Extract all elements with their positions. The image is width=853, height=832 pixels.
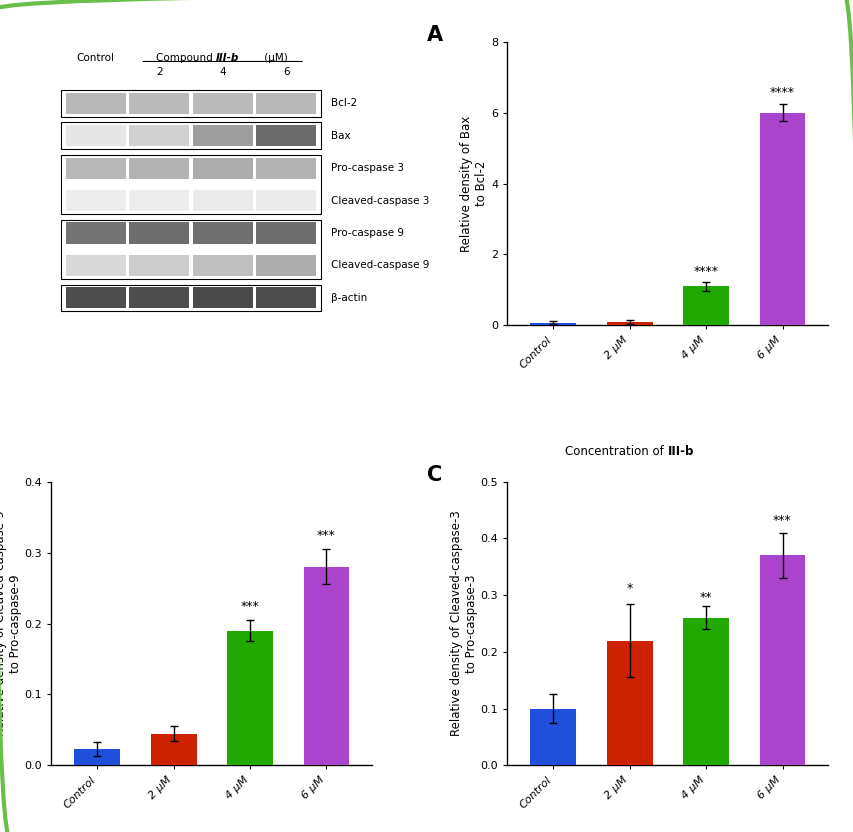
Bar <box>758 112 804 325</box>
Bar <box>606 641 652 765</box>
Bar <box>61 285 321 311</box>
Text: 6: 6 <box>282 67 289 77</box>
Text: Bcl-2: Bcl-2 <box>330 98 357 108</box>
Bar <box>192 92 252 114</box>
Text: Compound: Compound <box>156 53 216 63</box>
Bar <box>150 734 196 765</box>
Bar <box>66 190 125 211</box>
Y-axis label: Relative density of Cleaved-caspase-9
to Pro-caspase-9: Relative density of Cleaved-caspase-9 to… <box>0 511 21 736</box>
Bar <box>66 157 125 179</box>
Bar <box>256 190 316 211</box>
Y-axis label: Relative density of Bax
to Bcl-2: Relative density of Bax to Bcl-2 <box>460 116 488 251</box>
Text: Pro-caspase 9: Pro-caspase 9 <box>330 228 403 238</box>
Text: Cleaved-caspase 9: Cleaved-caspase 9 <box>330 260 428 270</box>
Text: Pro-caspase 3: Pro-caspase 3 <box>330 163 403 173</box>
Bar <box>530 709 576 765</box>
Bar <box>66 222 125 244</box>
Bar <box>227 631 273 765</box>
Text: Bax: Bax <box>330 131 350 141</box>
Bar <box>192 157 252 179</box>
Bar <box>256 92 316 114</box>
Bar <box>129 190 189 211</box>
Bar <box>129 92 189 114</box>
Bar <box>256 255 316 276</box>
Bar <box>682 618 728 765</box>
Bar <box>682 286 728 325</box>
Text: 2: 2 <box>156 67 162 77</box>
Text: III-b: III-b <box>216 53 239 63</box>
Text: Concentration of: Concentration of <box>565 444 667 458</box>
Text: ****: **** <box>693 265 717 278</box>
Text: β-actin: β-actin <box>330 293 367 303</box>
Y-axis label: Relative density of Cleaved-caspase-3
to Pro-caspase-3: Relative density of Cleaved-caspase-3 to… <box>450 511 477 736</box>
Bar <box>256 287 316 309</box>
Bar <box>66 287 125 309</box>
Bar <box>192 287 252 309</box>
Text: Cleaved-caspase 3: Cleaved-caspase 3 <box>330 196 428 206</box>
Text: Control: Control <box>77 53 114 63</box>
Bar <box>256 125 316 146</box>
Text: **: ** <box>699 591 711 604</box>
Text: A: A <box>426 25 443 45</box>
Text: C: C <box>426 464 442 484</box>
Bar <box>192 222 252 244</box>
Text: ***: *** <box>241 600 259 613</box>
Bar <box>61 122 321 149</box>
Text: *: * <box>626 582 632 595</box>
Text: III-b: III-b <box>667 444 693 458</box>
Bar <box>192 190 252 211</box>
Text: 4: 4 <box>219 67 226 77</box>
Bar <box>61 90 321 116</box>
Bar <box>129 222 189 244</box>
Bar <box>66 125 125 146</box>
Bar <box>758 556 804 765</box>
Text: ***: *** <box>772 514 791 527</box>
Bar <box>66 92 125 114</box>
Bar <box>303 567 349 765</box>
Bar <box>606 322 652 325</box>
Bar <box>74 749 120 765</box>
Text: ***: *** <box>316 529 335 542</box>
Bar <box>129 255 189 276</box>
Bar <box>61 155 321 214</box>
Bar <box>129 125 189 146</box>
Bar <box>256 157 316 179</box>
Bar <box>129 157 189 179</box>
Text: (μM): (μM) <box>261 53 287 63</box>
Bar <box>192 255 252 276</box>
Bar <box>530 323 576 325</box>
Text: ****: **** <box>769 86 794 99</box>
Bar <box>61 220 321 279</box>
Bar <box>192 125 252 146</box>
Bar <box>129 287 189 309</box>
Bar <box>256 222 316 244</box>
Bar <box>66 255 125 276</box>
